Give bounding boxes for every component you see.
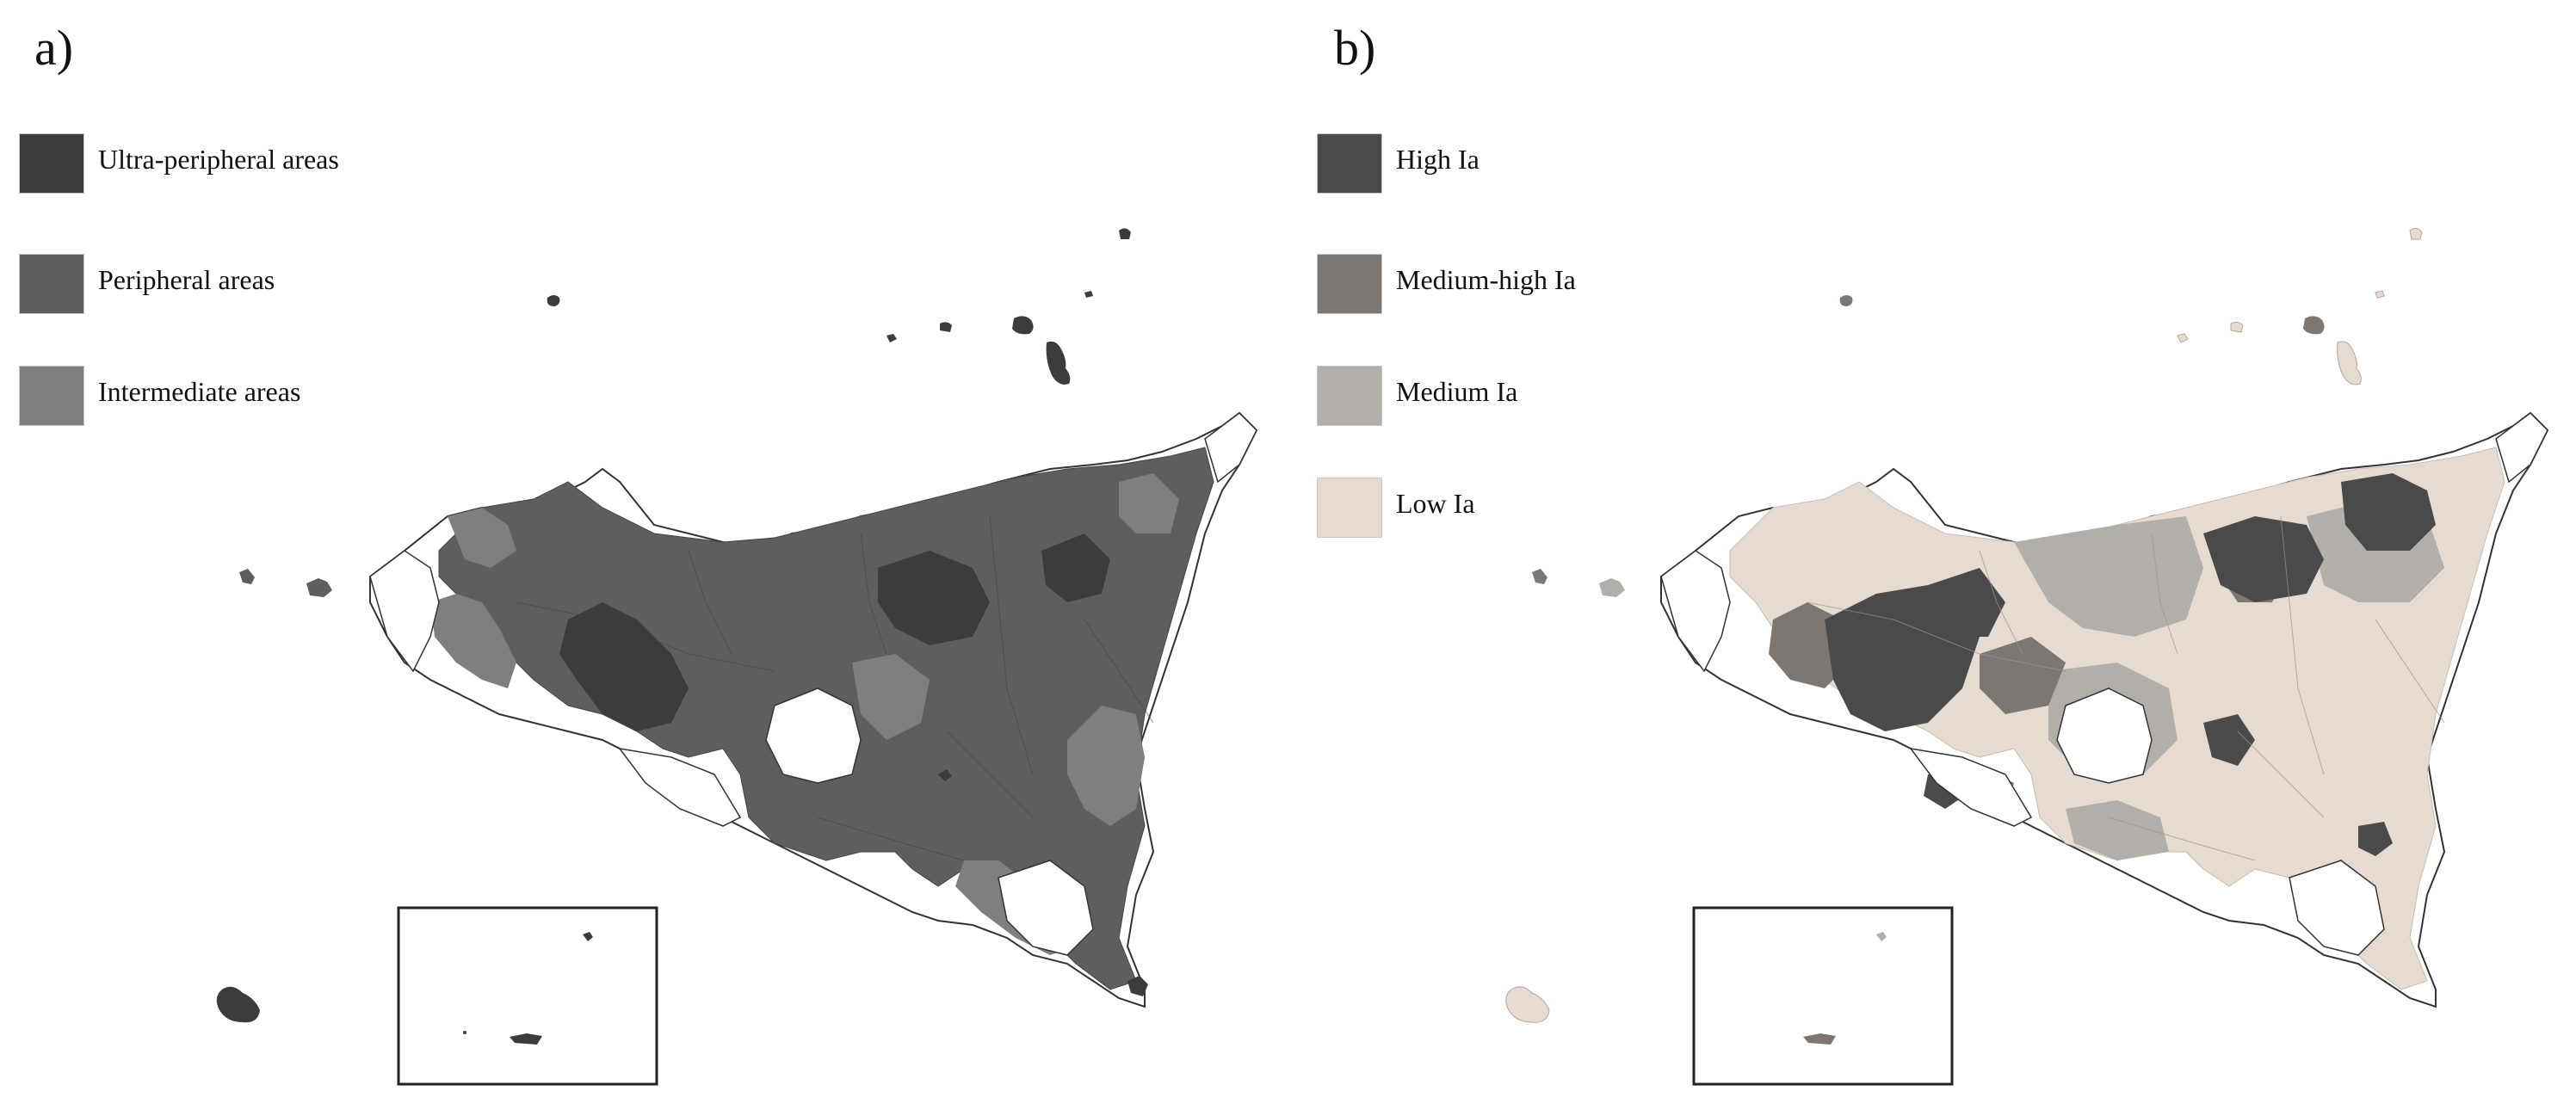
island-w1 [1532,569,1547,584]
map-panel-b: b) [1291,0,2576,1116]
region-high-center [1928,568,2005,637]
island-n2 [886,334,897,342]
legend-item: Low Ia [1317,478,1919,546]
region-unclassified-sw [1909,747,2033,827]
municipal-boundaries [1807,515,2445,861]
inset-island [1876,932,1887,941]
legend-swatch [1317,366,1382,426]
legend-item: High Ia [1317,133,1919,202]
region-intermediate-ne [1119,473,1179,533]
region-high-ne [2341,473,2436,551]
legend-swatch [19,366,84,426]
region-intermediate-nw [448,508,516,568]
region-intermediate-east [1067,706,1145,826]
sicily-map-b [1505,227,2549,1086]
island-n6 [2375,290,2385,299]
island-n1 [1839,295,1853,306]
island-n2 [2177,333,2189,343]
legend-item: Peripheral areas [19,254,621,323]
region-intermediate-center [852,654,930,740]
region-unclassified-ne-tip [1204,412,1257,484]
region-unclassified-sw [618,747,742,827]
sicily-map-a [216,228,1258,1086]
panel-label: b) [1334,20,1376,76]
island-n3 [940,322,952,332]
island-n1 [547,295,560,306]
region-high-north [2203,516,2324,602]
island-n5 [2337,341,2362,385]
island-w2 [306,578,332,597]
inset-frame [397,906,658,1086]
panel-label: a) [34,20,74,76]
region-intermediate-west [430,594,516,688]
legend-swatch [19,254,84,314]
municipal-boundaries [516,515,1154,861]
legend-swatch [1317,254,1382,314]
region-high-center2 [2203,714,2255,766]
map-panel-a: a) [19,20,1258,1086]
island-w2 [1599,578,1625,597]
island-n7 [1119,228,1131,239]
region-medium-north [2014,516,2203,637]
region-unclassified-south [2289,860,2385,956]
legend-label: Medium-high Ia [1396,264,1576,295]
inset-island [510,1033,542,1045]
legend-item: Medium Ia [1317,366,1919,435]
region-high-west [1825,585,1980,731]
island-far-sw [216,986,260,1023]
region-unclassified-west [1660,550,1731,673]
region-medium-south [2066,800,2169,860]
region-unclassified-center [765,687,862,784]
legend-swatch [19,133,84,194]
region-unclassified-ne-tip [2495,412,2548,484]
legend-label: Low Ia [1396,488,1475,519]
inset-islet [463,1031,466,1034]
legend-label: Intermediate areas [98,376,301,407]
legend-swatch [1317,133,1382,194]
legend-label: Peripheral areas [98,264,275,295]
inset-island [1803,1033,1836,1045]
legend-item: Intermediate areas [19,366,621,435]
island-n7 [2409,227,2423,240]
region-unclassified-center [2056,687,2153,784]
region-ultra-north [878,551,990,645]
region-high-se [2358,822,2393,856]
legend-item: Medium-high Ia [1317,254,1919,323]
region-ultra-smallspot [938,769,952,781]
legend-item: Ultra-peripheral areas [19,133,621,202]
region-medhigh-center [1980,637,2066,714]
legend-label: High Ia [1396,144,1480,175]
island-w1 [239,569,255,584]
island-n3 [2230,321,2244,333]
legend-label: Ultra-peripheral areas [98,144,339,175]
island-far-sw [1505,986,1550,1023]
legend-label: Medium Ia [1396,376,1518,407]
region-ultra-ne [1041,533,1110,602]
island-n6 [1084,291,1093,298]
legend-swatch [1317,478,1382,538]
island-n5 [1046,341,1071,385]
inset-island [583,932,593,941]
island-n4 [1012,316,1034,335]
island-n4 [2303,316,2325,335]
region-ultra-se-tip [1127,976,1148,996]
region-unclassified-west [369,550,440,673]
region-ultra-center-west [559,602,689,731]
inset-frame [1692,906,1954,1086]
region-unclassified-south [998,860,1094,956]
